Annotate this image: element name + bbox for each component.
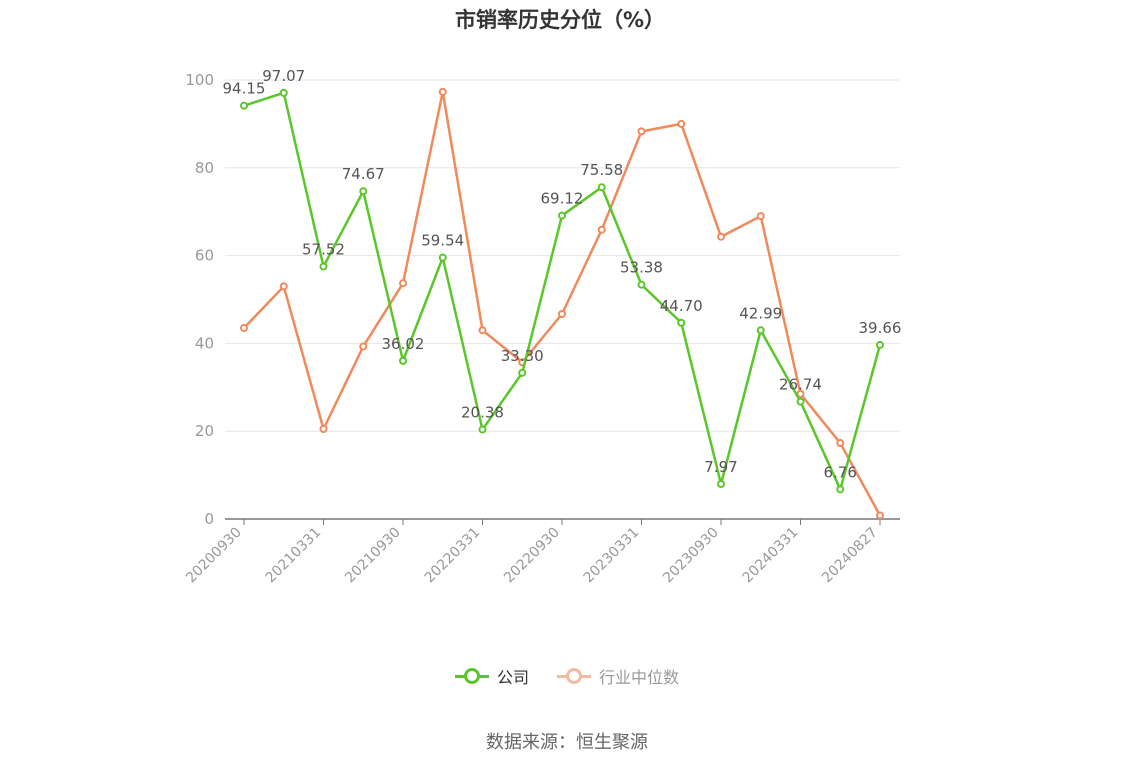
series-1-point-15 [836, 439, 845, 448]
legend-label-company: 公司 [496, 668, 529, 687]
series-0-point-5 [438, 253, 447, 262]
legend-item-company[interactable]: 公司 [454, 664, 529, 688]
series-0-point-11 [677, 318, 686, 327]
series-0-point-0 [240, 101, 248, 110]
series-1-point-13 [756, 212, 765, 221]
x-tick-label-20240827: 20240827 [819, 525, 881, 587]
series-0-point-9 [597, 183, 606, 192]
series-1-point-9 [597, 225, 606, 234]
data-label-6: 20.38 [461, 404, 504, 422]
series-0-point-2 [319, 262, 328, 271]
y-tick-label-60: 60 [195, 247, 214, 265]
series-1-point-16 [876, 511, 884, 520]
series-1-point-2 [319, 425, 328, 434]
series-1-point-1 [279, 282, 288, 291]
data-label-10: 53.38 [620, 259, 663, 277]
series-1-point-4 [399, 279, 407, 288]
y-tick-label-100: 100 [185, 71, 214, 89]
data-label-2: 57.52 [302, 240, 345, 258]
series-0-point-7 [518, 368, 527, 377]
data-label-16: 39.66 [859, 319, 902, 337]
data-label-5: 59.54 [421, 232, 464, 250]
data-label-14: 26.74 [779, 376, 822, 394]
series-0-point-15 [836, 485, 845, 494]
data-label-8: 69.12 [541, 190, 584, 208]
chart-title: 市销率历史分位（%） [454, 8, 666, 32]
series-1-point-11 [677, 119, 686, 128]
series-0-point-3 [359, 187, 368, 196]
x-tick-label-20210331: 20210331 [263, 525, 325, 587]
data-label-3: 74.67 [342, 165, 385, 183]
legend-label-industry-median: 行业中位数 [599, 668, 680, 687]
series-line-1 [243, 90, 882, 517]
data-label-11: 44.70 [660, 297, 703, 315]
series-1-point-0 [240, 324, 248, 333]
data-label-7: 33.30 [501, 347, 544, 365]
series-0-point-16 [876, 340, 884, 349]
y-tick-label-20: 20 [195, 422, 214, 440]
legend-swatch-company [454, 668, 489, 684]
series-1-point-6 [478, 326, 487, 335]
series-0-point-8 [558, 211, 566, 220]
series-1-point-8 [558, 309, 566, 318]
data-label-12: 7.97 [704, 458, 737, 476]
x-tick-label-20200930: 20200930 [183, 525, 245, 587]
series-line-0 [243, 91, 882, 491]
data-label-15: 6.76 [824, 463, 857, 481]
data-label-4: 36.02 [382, 335, 425, 353]
series-1-point-10 [637, 127, 646, 136]
x-tick-label-20220930: 20220930 [501, 525, 563, 587]
series-1-point-5 [438, 87, 447, 96]
series-0-point-14 [796, 397, 805, 406]
legend: 公司 行业中位数 [0, 664, 1134, 688]
legend-swatch-industry-median [557, 668, 591, 684]
y-tick-label-80: 80 [195, 159, 214, 177]
series-0-point-6 [478, 425, 487, 434]
x-tick-label-20220331: 20220331 [422, 525, 484, 587]
series-1-point-3 [359, 342, 368, 351]
data-source: 数据来源：恒生聚源 [486, 732, 648, 753]
series-0-point-10 [637, 280, 646, 289]
series-0-point-1 [279, 88, 288, 97]
y-tick-label-0: 0 [204, 510, 214, 528]
data-label-1: 97.07 [262, 67, 305, 85]
x-tick-label-20230930: 20230930 [660, 525, 722, 587]
x-tick-label-20230331: 20230331 [581, 525, 643, 587]
series-0-point-13 [756, 326, 765, 335]
data-label-0: 94.15 [223, 80, 266, 98]
series-0-point-4 [399, 356, 407, 365]
x-tick-label-20210930: 20210930 [342, 525, 404, 587]
y-tick-label-40: 40 [195, 334, 214, 352]
data-label-9: 75.58 [580, 161, 623, 179]
legend-item-industry-median[interactable]: 行业中位数 [557, 664, 679, 688]
x-tick-label-20240331: 20240331 [740, 525, 802, 587]
data-label-13: 42.99 [739, 304, 782, 322]
series-1-point-12 [717, 232, 725, 241]
series-0-point-12 [717, 480, 725, 489]
